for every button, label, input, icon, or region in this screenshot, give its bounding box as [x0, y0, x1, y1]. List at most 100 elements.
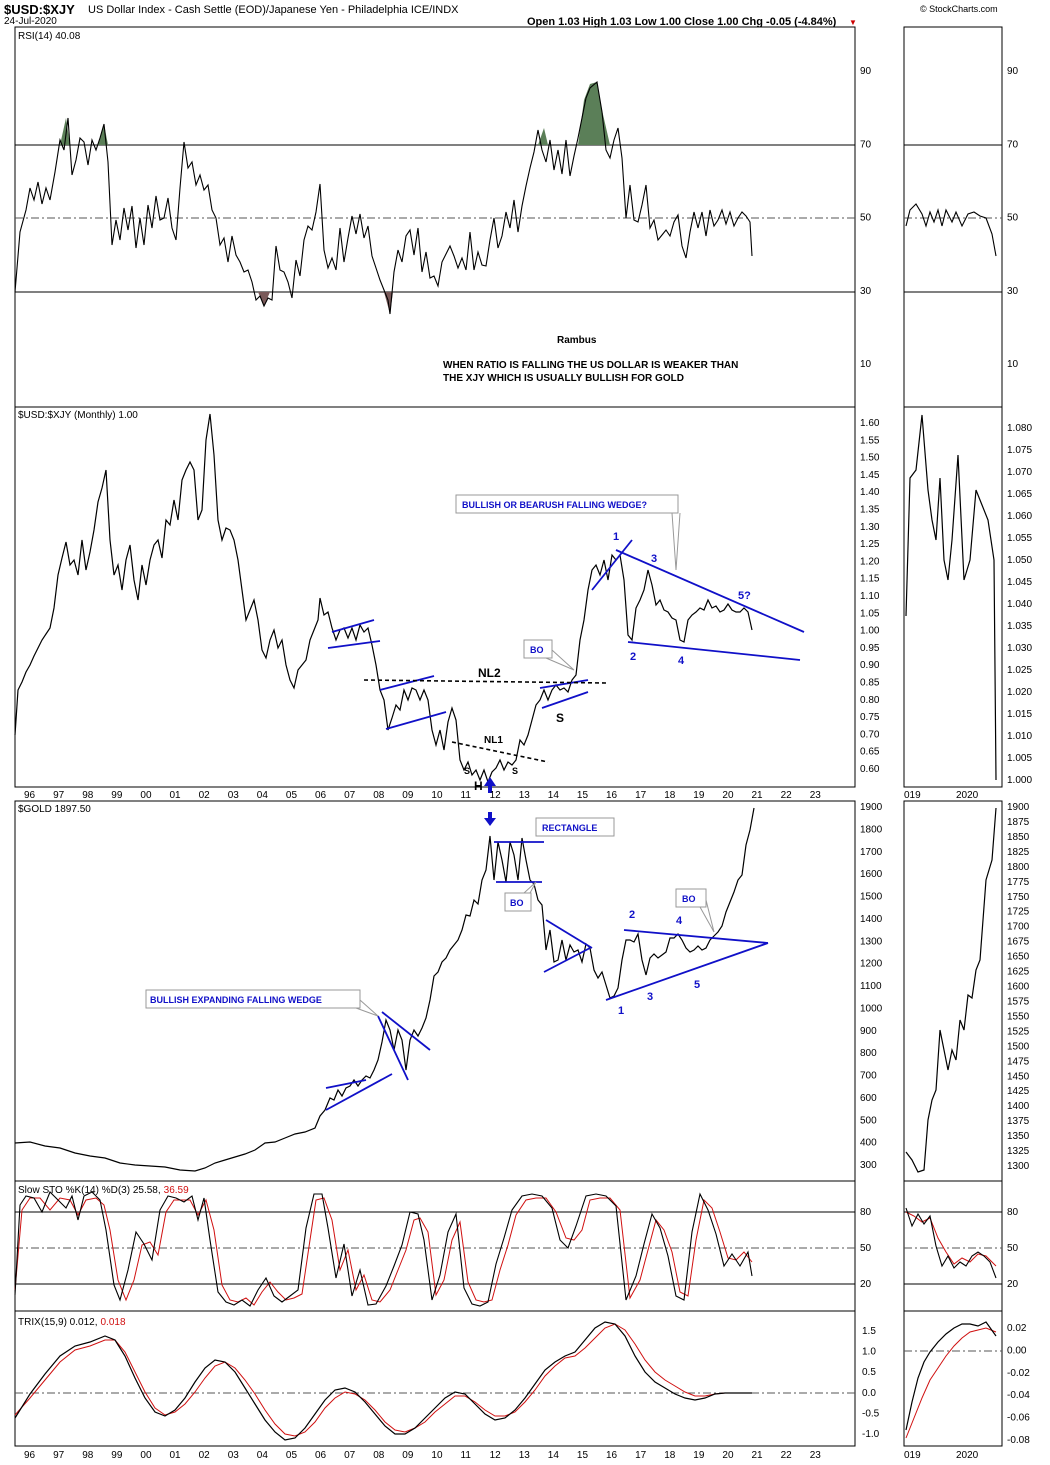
gold-inset-axis-tick: 1400	[1007, 1101, 1030, 1112]
year-label: 15	[577, 790, 589, 801]
panel-frames	[14, 26, 1003, 1447]
gold-inset-axis-tick: 1425	[1007, 1086, 1030, 1097]
gold-inset-axis-tick: 1650	[1007, 952, 1030, 963]
expanding-wedge-callout-text: BULLISH EXPANDING FALLING WEDGE	[150, 995, 322, 1005]
rsi-line	[14, 80, 753, 315]
ratio-flag-bottom	[327, 640, 381, 649]
rsi-overbought-fills	[60, 82, 610, 145]
ratio-necklines	[363, 679, 607, 763]
sto-inset-axis-tick: 50	[1007, 1243, 1019, 1254]
watermark: © StockCharts.com	[920, 4, 998, 14]
wedge-callout-pointer	[671, 512, 681, 571]
trix-title-main: TRIX(15,9) 0.012,	[18, 1317, 97, 1328]
gold-axis-tick: 1300	[860, 936, 883, 947]
trix-inset-axis-tick: -0.04	[1007, 1390, 1030, 1401]
ratio-title: $USD:$XJY (Monthly) 1.00	[18, 410, 138, 421]
gold-axis-tick: 1100	[860, 981, 882, 992]
ratio-axis-tick: 1.25	[860, 539, 880, 550]
year-label: 17	[635, 790, 647, 801]
ratio-axis-tick: 0.70	[860, 729, 880, 740]
trix-axis-tick: -1.0	[862, 1429, 880, 1440]
year-label: 23	[810, 790, 822, 801]
gold-axis-tick: 1700	[860, 847, 883, 858]
ratio-axis-tick: 1.50	[860, 453, 880, 464]
chart-description: US Dollar Index - Cash Settle (EOD)/Japa…	[88, 4, 459, 16]
gold-inset-axis-tick: 1350	[1007, 1131, 1030, 1142]
year-label: 18	[664, 1450, 676, 1461]
chart-symbol: $USD:$XJY	[4, 2, 75, 17]
trix-inset-axis-tick: 0.02	[1007, 1323, 1027, 1334]
triangle-point-4: 4	[676, 915, 683, 927]
gold-inset-axis-tick: 1500	[1007, 1041, 1030, 1052]
sto-axis-tick: 80	[860, 1207, 872, 1218]
ratio-flag2-bottom	[385, 711, 447, 730]
ratio-bo-text: BO	[530, 645, 544, 655]
wedge-point-4: 4	[678, 655, 685, 667]
year-label: 96	[24, 1450, 36, 1461]
ratio-inset-axis-tick: 1.005	[1007, 753, 1032, 764]
ratio-inset-axis-tick: 1.065	[1007, 489, 1032, 500]
gold-inset-axis-tick: 1875	[1007, 817, 1030, 828]
gold-axis-tick: 1500	[860, 892, 883, 903]
sto-k-line	[14, 1191, 753, 1307]
year-label: 20	[722, 790, 734, 801]
rsi-axis-tick: 70	[860, 139, 872, 150]
gold-bo-pointer	[523, 881, 537, 894]
gold-top-down-arrow-icon	[484, 812, 496, 826]
gold-early-flag-top	[325, 1079, 367, 1089]
sto-reference-lines	[15, 1211, 1002, 1285]
year-label: 97	[53, 1450, 65, 1461]
ohlc-readout: Open 1.03 High 1.03 Low 1.00 Close 1.00 …	[527, 16, 837, 28]
gold-bo2-text: BO	[682, 894, 696, 904]
gold-axis-tick: 800	[860, 1048, 877, 1059]
ratio-bo-box	[523, 639, 553, 659]
rectangle-callout-text: RECTANGLE	[542, 823, 597, 833]
year-label: 22	[781, 790, 793, 801]
year-label: 04	[257, 1450, 269, 1461]
year-label: 06	[315, 790, 327, 801]
year-label: 19	[693, 790, 705, 801]
sto-title: Slow STO %K(14) %D(3) 25.58, 36.59	[18, 1185, 189, 1196]
trix-zero-line	[15, 1350, 1002, 1394]
ratio-inset-axis-tick: 1.050	[1007, 555, 1032, 566]
nl1-line	[451, 741, 549, 763]
trix-axis-tick: 0.5	[862, 1367, 876, 1378]
wedge-callout-text: BULLISH OR BEARUSH FALLING WEDGE?	[462, 500, 647, 510]
ratio-inset-axis-tick: 1.070	[1007, 467, 1032, 478]
gold-axis-tick: 700	[860, 1071, 877, 1082]
inset-year-label: 2020	[956, 790, 979, 801]
rsi-axis-tick: 30	[860, 286, 872, 297]
ratio-inset-axis-tick: 1.030	[1007, 643, 1032, 654]
year-label: 01	[170, 790, 182, 801]
year-label: 00	[140, 1450, 152, 1461]
rsi-inset-axis-tick: 10	[1007, 359, 1019, 370]
rsi-inset-axis-tick: 70	[1007, 139, 1019, 150]
year-label: 21	[752, 1450, 764, 1461]
ratio-inset-axis-tick: 1.015	[1007, 709, 1032, 720]
year-label: 07	[344, 1450, 356, 1461]
gold-price-line	[14, 807, 755, 1172]
gold-bo2-box	[675, 888, 707, 908]
year-label: 05	[286, 790, 298, 801]
year-label: 21	[752, 790, 764, 801]
gold-axis-tick: 600	[860, 1093, 877, 1104]
gold-axis-tick: 1000	[860, 1003, 883, 1014]
year-label: 99	[111, 1450, 123, 1461]
gold-inset-axis-tick: 1900	[1007, 802, 1030, 813]
gold-inset-axis-tick: 1525	[1007, 1026, 1030, 1037]
trix-inset-axis-tick: -0.02	[1007, 1368, 1030, 1379]
chart-date: 24-Jul-2020	[4, 16, 57, 27]
year-label: 23	[810, 1450, 822, 1461]
expanding-wedge-left	[377, 1015, 409, 1081]
sto-inset-axis-tick: 80	[1007, 1207, 1019, 1218]
trix-axis-tick: 1.0	[862, 1347, 876, 1358]
right-shoulder-label: S	[556, 711, 564, 725]
nl2-line	[363, 679, 607, 684]
wedge-callout-box	[455, 494, 679, 514]
ratio-axis-tick: 1.05	[860, 608, 880, 619]
gold-bo-box	[504, 892, 532, 912]
gold-axis-tick: 1400	[860, 914, 883, 925]
gold-inset-axis-tick: 1675	[1007, 937, 1030, 948]
rectangle-callout: RECTANGLE	[535, 817, 615, 837]
